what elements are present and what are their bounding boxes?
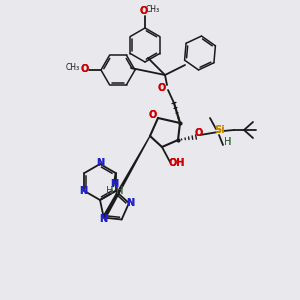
Text: N: N <box>96 158 104 168</box>
Text: O: O <box>158 83 166 93</box>
Text: OH: OH <box>169 158 185 168</box>
Text: N: N <box>110 179 119 189</box>
Text: O: O <box>140 6 148 16</box>
Text: H: H <box>224 137 232 147</box>
Text: H: H <box>106 186 113 196</box>
Text: H: H <box>224 137 232 147</box>
Text: N: N <box>99 214 107 224</box>
Text: O: O <box>149 110 157 120</box>
Text: CH₃: CH₃ <box>66 64 80 73</box>
Polygon shape <box>103 136 150 217</box>
Text: H: H <box>106 186 113 196</box>
Text: N: N <box>96 158 104 168</box>
Text: O: O <box>81 64 89 74</box>
Text: O: O <box>158 83 166 93</box>
Text: O: O <box>81 64 89 74</box>
Text: Si: Si <box>215 125 225 135</box>
Text: OH: OH <box>169 158 185 168</box>
Text: N: N <box>99 214 107 224</box>
Text: H: H <box>116 186 123 196</box>
Text: O: O <box>140 6 148 16</box>
Text: O: O <box>195 128 203 138</box>
Text: CH₃: CH₃ <box>146 5 160 14</box>
Text: Si: Si <box>215 125 225 135</box>
Text: N: N <box>79 186 88 196</box>
Text: O: O <box>195 128 203 138</box>
Text: N: N <box>79 186 88 196</box>
Text: N: N <box>110 179 119 189</box>
Text: O: O <box>149 110 157 120</box>
Text: N: N <box>126 197 134 208</box>
Text: H: H <box>116 186 123 196</box>
Text: N: N <box>126 197 134 208</box>
